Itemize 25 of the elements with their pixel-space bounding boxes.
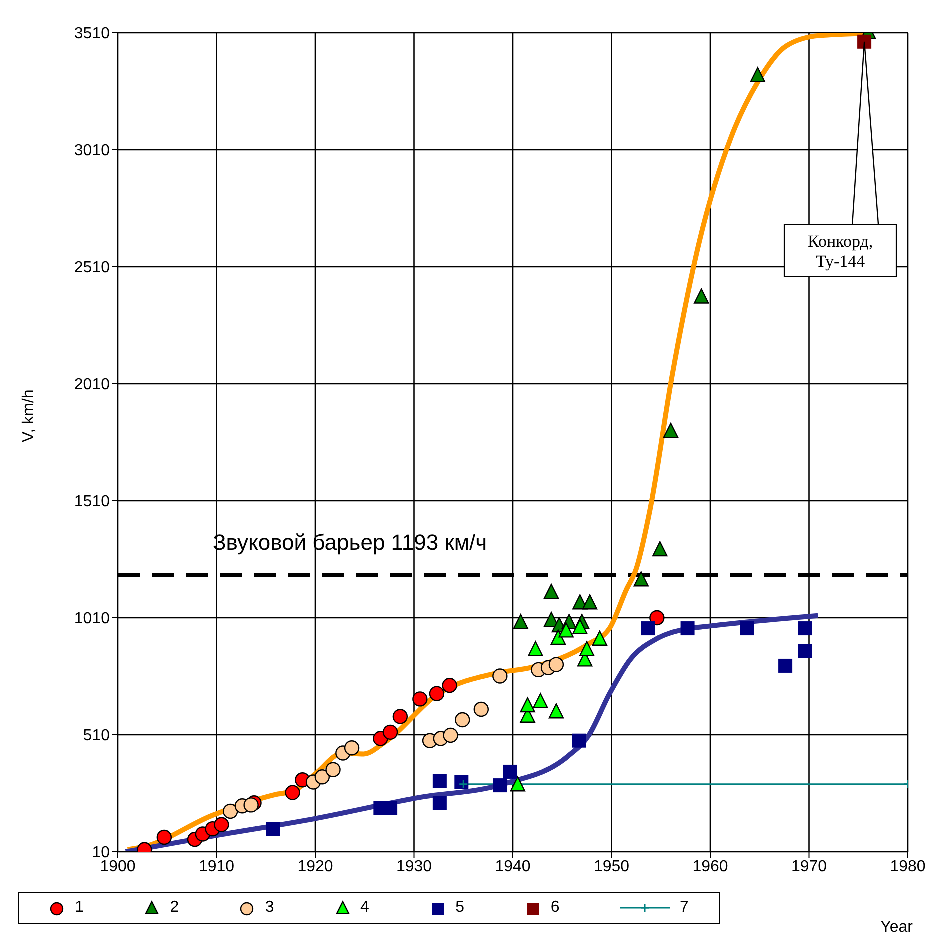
y-axis-title: V, km/h bbox=[20, 390, 38, 442]
x-tick-label: 1930 bbox=[396, 858, 432, 876]
x-tick-label: 1910 bbox=[198, 858, 235, 876]
y-tick-label: 1010 bbox=[74, 610, 110, 628]
y-tick-label: 510 bbox=[83, 728, 110, 745]
legend-label: 5 bbox=[456, 899, 465, 917]
annotation: Конкорд, Ту-144 bbox=[808, 232, 874, 271]
y-tick-label: 2010 bbox=[74, 376, 110, 394]
y-tick-label: 1510 bbox=[74, 494, 110, 511]
x-axis-title: Year bbox=[880, 919, 914, 936]
legend-label: 7 bbox=[680, 899, 689, 917]
x-tick-label: 1950 bbox=[594, 858, 630, 876]
legend-label: 3 bbox=[265, 899, 274, 917]
legend-label: 1 bbox=[75, 899, 84, 917]
legend-label: 6 bbox=[550, 899, 560, 917]
x-tick-label: 1970 bbox=[791, 858, 828, 876]
legend-label: 4 bbox=[360, 899, 370, 917]
legend-label: 2 bbox=[170, 899, 180, 917]
x-tick-label: 1940 bbox=[495, 858, 531, 876]
y-tick-label: 3510 bbox=[74, 26, 110, 43]
x-tick-label: 1920 bbox=[298, 858, 334, 876]
y-tick-label: 2510 bbox=[74, 260, 110, 277]
x-tick-label: 1980 bbox=[890, 858, 926, 876]
y-tick-label: 3010 bbox=[74, 142, 110, 160]
x-tick-label: 1960 bbox=[692, 858, 728, 876]
